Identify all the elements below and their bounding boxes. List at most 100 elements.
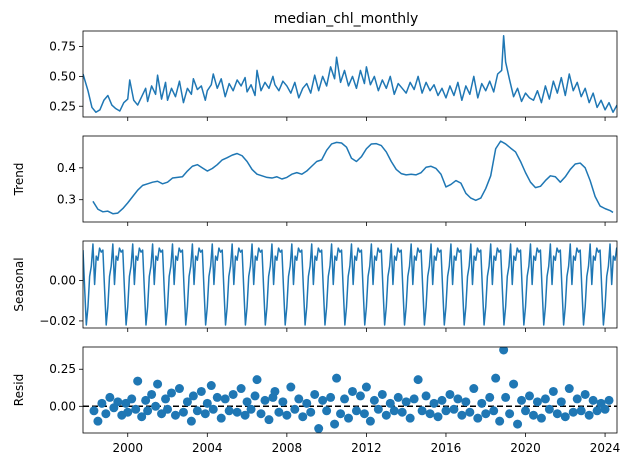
resid-point — [495, 416, 505, 426]
resid-point — [216, 413, 226, 423]
resid-point — [174, 384, 184, 394]
resid-point — [413, 375, 423, 385]
plot-area-observed — [83, 35, 617, 113]
resid-point — [536, 413, 546, 423]
panels: 0.25 0.50 0.75 0.3 0.4 Trend 0.00 −0.02 Seasonal… — [12, 30, 620, 455]
resid-point — [429, 398, 439, 408]
resid-point — [517, 395, 527, 405]
resid-point — [457, 410, 467, 420]
resid-point — [580, 389, 590, 399]
y-tick-label-seasonal: −0.02 — [39, 314, 76, 328]
resid-point — [240, 410, 250, 420]
resid-point — [365, 416, 375, 426]
resid-point — [306, 407, 316, 417]
resid-point — [163, 404, 173, 414]
resid-point — [270, 386, 280, 396]
resid-point — [252, 375, 262, 385]
resid-point — [188, 391, 198, 401]
resid-point — [344, 413, 354, 423]
y-tick-label-observed: 0.75 — [49, 40, 76, 54]
resid-point — [405, 413, 415, 423]
panel-observed: 0.25 0.50 0.75 — [49, 30, 618, 121]
resid-point — [433, 412, 443, 422]
resid-point — [105, 392, 115, 402]
resid-point — [336, 409, 346, 419]
resid-point — [441, 406, 451, 416]
resid-point — [393, 392, 403, 402]
resid-point — [359, 409, 369, 419]
resid-point — [113, 397, 123, 407]
plot-area-resid — [83, 347, 617, 433]
resid-point — [127, 394, 137, 404]
resid-point — [151, 401, 161, 411]
resid-point — [298, 412, 308, 422]
resid-point — [377, 389, 387, 399]
resid-point — [242, 397, 252, 407]
resid-point — [445, 389, 455, 399]
y-tick-label-resid: 0.25 — [49, 362, 76, 376]
resid-point — [389, 406, 399, 416]
resid-point — [469, 384, 479, 394]
resid-point — [401, 397, 411, 407]
resid-point — [453, 394, 463, 404]
resid-point — [192, 406, 202, 416]
resid-point — [505, 409, 515, 419]
resid-point — [560, 412, 570, 422]
resid-point — [232, 407, 242, 417]
resid-point — [544, 404, 554, 414]
resid-point — [564, 384, 574, 394]
resid-point — [369, 395, 379, 405]
y-tick-label-resid: 0.00 — [49, 399, 76, 413]
resid-point — [477, 398, 487, 408]
resid-point — [361, 382, 371, 392]
axes-frame-observed — [82, 30, 618, 118]
resid-point — [604, 395, 614, 405]
resid-point — [521, 406, 531, 416]
resid-point — [499, 347, 509, 355]
y-axis-label-resid: Resid — [12, 374, 26, 406]
resid-point — [228, 389, 238, 399]
resid-point — [131, 404, 141, 414]
x-tick-label: 2008 — [272, 441, 303, 455]
resid-point — [278, 397, 288, 407]
resid-point — [417, 406, 427, 416]
resid-point — [421, 391, 431, 401]
resid-point — [182, 397, 192, 407]
resid-point — [97, 398, 107, 408]
resid-point — [556, 397, 566, 407]
plot-area-seasonal — [83, 243, 617, 326]
resid-point — [588, 395, 598, 405]
resid-point — [202, 398, 212, 408]
resid-point — [584, 410, 594, 420]
resid-point — [355, 391, 365, 401]
resid-point — [528, 410, 538, 420]
resid-point — [310, 389, 320, 399]
resid-point — [351, 406, 361, 416]
axes-frame-trend — [82, 135, 618, 223]
resid-point — [532, 397, 542, 407]
resid-point — [167, 388, 177, 398]
axes-frame-resid — [82, 346, 618, 434]
resid-point — [290, 404, 300, 414]
resid-point — [256, 409, 266, 419]
resid-point — [501, 392, 511, 402]
resid-point — [449, 404, 459, 414]
y-axis-label-seasonal: Seasonal — [12, 257, 26, 311]
x-tick-label: 2020 — [510, 441, 541, 455]
x-tick-label: 2016 — [431, 441, 462, 455]
y-tick-label-trend: 0.3 — [57, 193, 76, 207]
resid-point — [326, 392, 336, 402]
resid-point — [200, 409, 210, 419]
resid-point — [397, 407, 407, 417]
resid-point — [286, 382, 296, 392]
resid-point — [513, 419, 523, 429]
panel-resid: 0.25 0.00 2000 2004 2008 2012 2016 2020 2024 Resi… — [12, 346, 620, 455]
resid-point — [93, 416, 103, 426]
resid-point — [473, 413, 483, 423]
resid-point — [246, 404, 256, 414]
resid-point — [314, 424, 324, 433]
resid-point — [509, 379, 519, 389]
resid-point — [294, 394, 304, 404]
resid-point — [524, 391, 534, 401]
resid-point — [153, 379, 163, 389]
